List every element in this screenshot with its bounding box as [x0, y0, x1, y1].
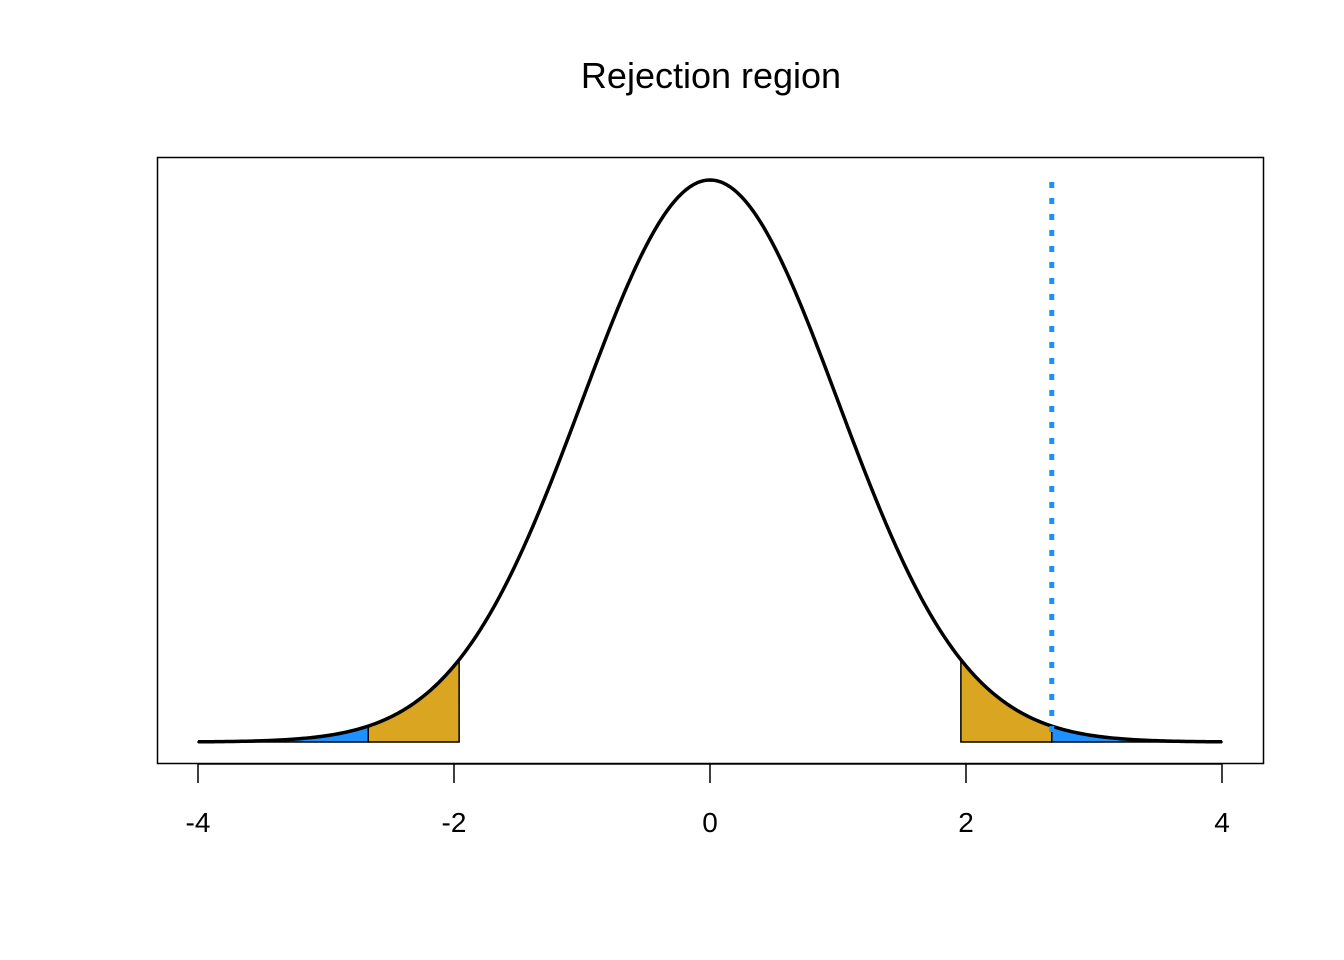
plot-frame [156, 156, 1265, 765]
shaded-region-2 [367, 657, 460, 743]
x-tick-label: -4 [186, 807, 211, 838]
x-tick-label: 2 [958, 807, 974, 838]
density-curve [197, 178, 1223, 744]
shaded-region-3 [960, 657, 1053, 743]
x-tick-label: -2 [442, 807, 467, 838]
x-tick-label: 0 [702, 807, 718, 838]
x-axis: -4 -2 0 2 4 [186, 763, 1230, 838]
chart-title: Rejection region [581, 55, 841, 96]
x-tick-label: 4 [1214, 807, 1230, 838]
density-curve-layer [197, 178, 1223, 744]
